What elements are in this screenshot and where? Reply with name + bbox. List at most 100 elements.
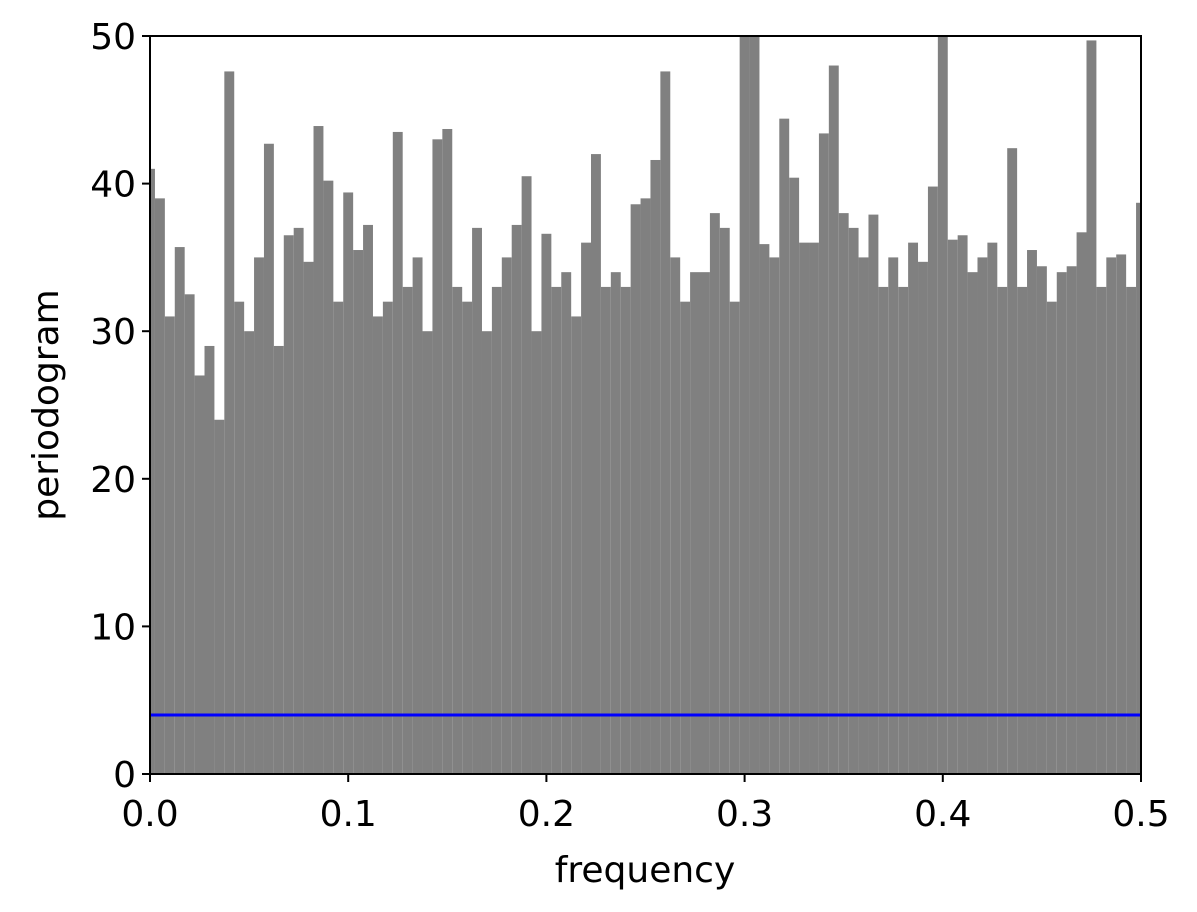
axes-frame <box>149 35 1142 775</box>
periodogram-bar <box>551 286 562 774</box>
periodogram-bar <box>194 375 205 774</box>
periodogram-bar <box>690 272 701 774</box>
y-axis-label: periodogram <box>26 289 67 521</box>
periodogram-bar <box>214 419 225 774</box>
periodogram-bar <box>1086 40 1097 774</box>
periodogram-bar <box>729 301 740 774</box>
periodogram-bar <box>154 198 165 774</box>
periodogram-bar <box>293 227 304 774</box>
periodogram-bar <box>224 71 235 774</box>
periodogram-bar <box>283 235 294 774</box>
periodogram-bar <box>581 242 591 774</box>
periodogram-bar <box>620 286 631 774</box>
periodogram-bar <box>531 331 542 774</box>
periodogram-bar <box>313 126 324 774</box>
periodogram-bar <box>481 331 492 774</box>
periodogram-bar <box>848 227 859 774</box>
periodogram-bar <box>164 316 175 774</box>
x-tick-label: 0.3 <box>716 794 773 835</box>
periodogram-bar <box>828 65 839 774</box>
periodogram-bar <box>422 331 433 774</box>
periodogram-bar <box>739 36 750 774</box>
periodogram-bar <box>1076 232 1087 774</box>
periodogram-bar <box>977 257 988 774</box>
periodogram-bar <box>452 286 463 774</box>
periodogram-bar <box>1007 148 1018 774</box>
periodogram-bar <box>878 286 889 774</box>
periodogram-bar <box>600 286 611 774</box>
periodogram-bar <box>947 239 958 774</box>
periodogram-bar <box>244 331 255 774</box>
periodogram-bar <box>809 242 819 774</box>
periodogram-bar <box>501 257 512 774</box>
periodogram-bar <box>789 177 800 774</box>
periodogram-bar <box>898 286 909 774</box>
periodogram-bar <box>779 118 790 774</box>
periodogram-bar <box>412 257 423 774</box>
periodogram-bar <box>799 242 810 774</box>
x-tick-label: 0.1 <box>320 794 377 835</box>
periodogram-bar <box>749 36 760 774</box>
periodogram-bar <box>402 286 413 774</box>
periodogram-bar <box>462 301 473 774</box>
periodogram-bar <box>511 224 522 774</box>
periodogram-bar <box>868 214 879 774</box>
periodogram-bar <box>670 257 681 774</box>
periodogram-bar <box>660 71 671 774</box>
periodogram-bar <box>997 286 1008 774</box>
periodogram-bar <box>709 213 720 774</box>
periodogram-bar <box>957 235 968 774</box>
periodogram-bar <box>1017 286 1028 774</box>
periodogram-bar <box>541 233 552 774</box>
periodogram-bar <box>442 128 453 774</box>
periodogram-bar <box>838 213 849 774</box>
plot-area <box>150 36 1141 774</box>
periodogram-bar <box>303 261 314 774</box>
periodogram-bar <box>184 294 195 774</box>
periodogram-bar <box>323 180 334 774</box>
periodogram-bar <box>630 204 641 774</box>
periodogram-bar <box>719 227 730 774</box>
periodogram-bar <box>937 36 948 774</box>
periodogram-bar <box>888 257 899 774</box>
periodogram-bar <box>254 257 264 774</box>
periodogram-bar <box>521 176 532 774</box>
periodogram-bar <box>333 301 344 774</box>
x-tick-label: 0.2 <box>518 794 575 835</box>
periodogram-bar <box>858 257 869 774</box>
periodogram-bar <box>680 301 691 774</box>
periodogram-bar <box>1136 202 1141 774</box>
periodogram-bar <box>204 345 215 774</box>
periodogram-bar <box>927 186 938 774</box>
periodogram-bar <box>372 316 383 774</box>
periodogram-bar <box>491 286 502 774</box>
periodogram-bar <box>640 198 651 774</box>
periodogram-bar <box>700 272 710 774</box>
periodogram-bar <box>1116 254 1127 774</box>
periodogram-bar <box>1036 266 1047 774</box>
y-tick-label: 20 <box>90 460 136 501</box>
periodogram-bar <box>174 247 185 774</box>
periodogram-bar <box>918 261 928 774</box>
periodogram-bar <box>759 244 770 774</box>
periodogram-bar <box>818 133 829 774</box>
periodogram-bar <box>382 301 393 774</box>
periodogram-bar <box>234 301 245 774</box>
periodogram-bar <box>650 159 661 774</box>
periodogram-bar <box>610 272 621 774</box>
periodogram-bar <box>1106 257 1117 774</box>
periodogram-bar <box>967 272 978 774</box>
periodogram-bar <box>571 316 582 774</box>
periodogram-bar <box>908 242 919 774</box>
periodogram-bar <box>561 272 572 774</box>
periodogram-bar <box>1096 286 1107 774</box>
y-tick-label: 10 <box>90 607 136 648</box>
periodogram-bar <box>392 131 403 774</box>
periodogram-bar <box>472 227 482 774</box>
y-tick-label: 50 <box>90 17 136 58</box>
periodogram-bar <box>363 224 373 774</box>
periodogram-bar <box>263 143 274 774</box>
y-tick-label: 0 <box>113 755 136 796</box>
periodogram-bar <box>432 139 443 774</box>
y-tick-label: 40 <box>90 165 136 206</box>
